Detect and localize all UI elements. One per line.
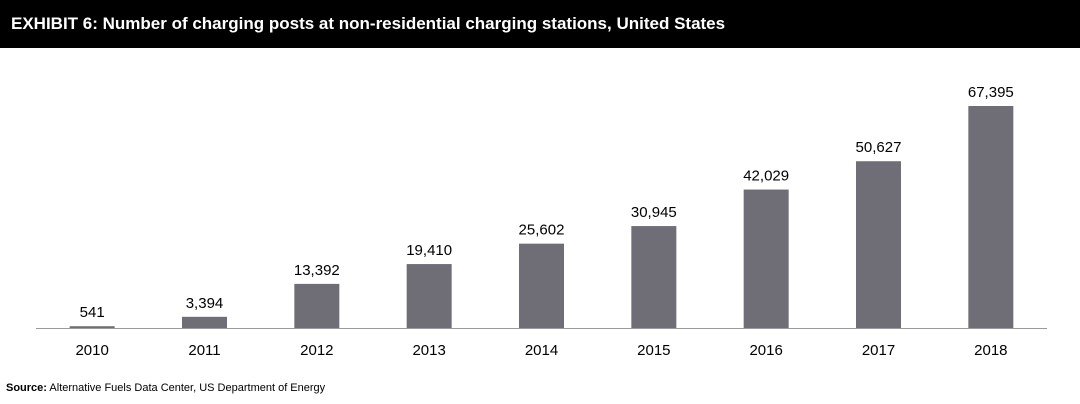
data-label-2013: 19,410: [406, 242, 452, 259]
chart-title: EXHIBIT 6: Number of charging posts at n…: [11, 14, 726, 33]
bar-2013: [406, 264, 452, 328]
data-label-2012: 13,392: [294, 262, 340, 279]
bar-2018: [968, 106, 1014, 328]
x-tick-label-2014: 2014: [525, 342, 558, 359]
bar-2017: [856, 161, 901, 328]
data-label-2018: 67,395: [968, 84, 1014, 101]
title-bar: EXHIBIT 6: Number of charging posts at n…: [0, 0, 1080, 48]
x-tick-label-2010: 2010: [75, 342, 108, 359]
x-tick-label-2018: 2018: [974, 342, 1007, 359]
x-tick-label-2017: 2017: [862, 342, 895, 359]
data-label-2011: 3,394: [186, 295, 224, 312]
x-tick-label-2016: 2016: [749, 342, 782, 359]
source-label: Source:: [6, 382, 47, 394]
data-label-2017: 50,627: [856, 139, 902, 156]
bar-chart: 541 2010 3,394 2011 13,392 2012 19,410 2013 25,6…: [36, 84, 1047, 359]
bar-2012: [294, 283, 340, 328]
source-text: Alternative Fuels Data Center, US Depart…: [49, 382, 326, 394]
bar-2011: [182, 316, 227, 328]
data-label-2016: 42,029: [743, 168, 789, 185]
bar-2010: [69, 326, 115, 328]
data-label-2010: 541: [80, 304, 105, 321]
bar-2016: [743, 189, 789, 328]
data-label-2015: 30,945: [631, 204, 677, 221]
x-tick-label-2011: 2011: [188, 342, 220, 359]
x-tick-label-2013: 2013: [412, 342, 445, 359]
source-note: Source: Alternative Fuels Data Center, U…: [6, 382, 325, 394]
bar-2014: [519, 243, 564, 328]
x-tick-label-2012: 2012: [300, 342, 333, 359]
bar-2015: [631, 226, 677, 328]
x-tick-label-2015: 2015: [637, 342, 670, 359]
data-label-2014: 25,602: [519, 222, 565, 239]
